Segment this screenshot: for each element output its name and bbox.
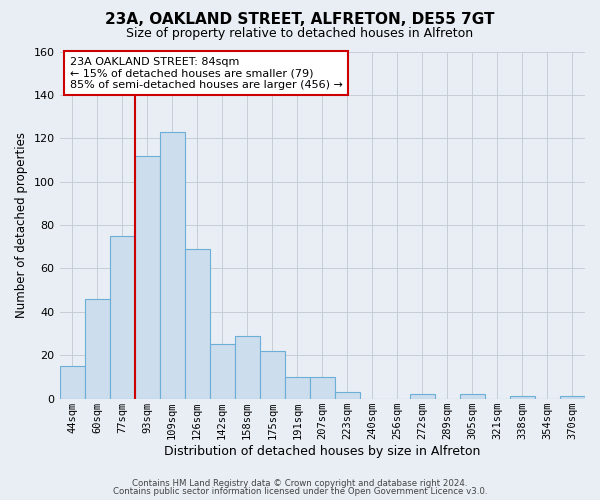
Bar xyxy=(235,336,260,398)
Bar xyxy=(160,132,185,398)
X-axis label: Distribution of detached houses by size in Alfreton: Distribution of detached houses by size … xyxy=(164,444,481,458)
Bar xyxy=(260,351,285,399)
Bar xyxy=(560,396,585,398)
Y-axis label: Number of detached properties: Number of detached properties xyxy=(15,132,28,318)
Bar xyxy=(460,394,485,398)
Text: Size of property relative to detached houses in Alfreton: Size of property relative to detached ho… xyxy=(127,28,473,40)
Bar xyxy=(285,377,310,398)
Bar xyxy=(335,392,360,398)
Text: Contains public sector information licensed under the Open Government Licence v3: Contains public sector information licen… xyxy=(113,487,487,496)
Bar xyxy=(85,299,110,398)
Bar xyxy=(185,249,209,398)
Bar xyxy=(110,236,134,398)
Bar xyxy=(510,396,535,398)
Bar xyxy=(134,156,160,398)
Bar xyxy=(310,377,335,398)
Text: 23A OAKLAND STREET: 84sqm
← 15% of detached houses are smaller (79)
85% of semi-: 23A OAKLAND STREET: 84sqm ← 15% of detac… xyxy=(70,56,343,90)
Bar xyxy=(209,344,235,399)
Bar xyxy=(59,366,85,398)
Text: 23A, OAKLAND STREET, ALFRETON, DE55 7GT: 23A, OAKLAND STREET, ALFRETON, DE55 7GT xyxy=(105,12,495,28)
Text: Contains HM Land Registry data © Crown copyright and database right 2024.: Contains HM Land Registry data © Crown c… xyxy=(132,478,468,488)
Bar xyxy=(410,394,435,398)
